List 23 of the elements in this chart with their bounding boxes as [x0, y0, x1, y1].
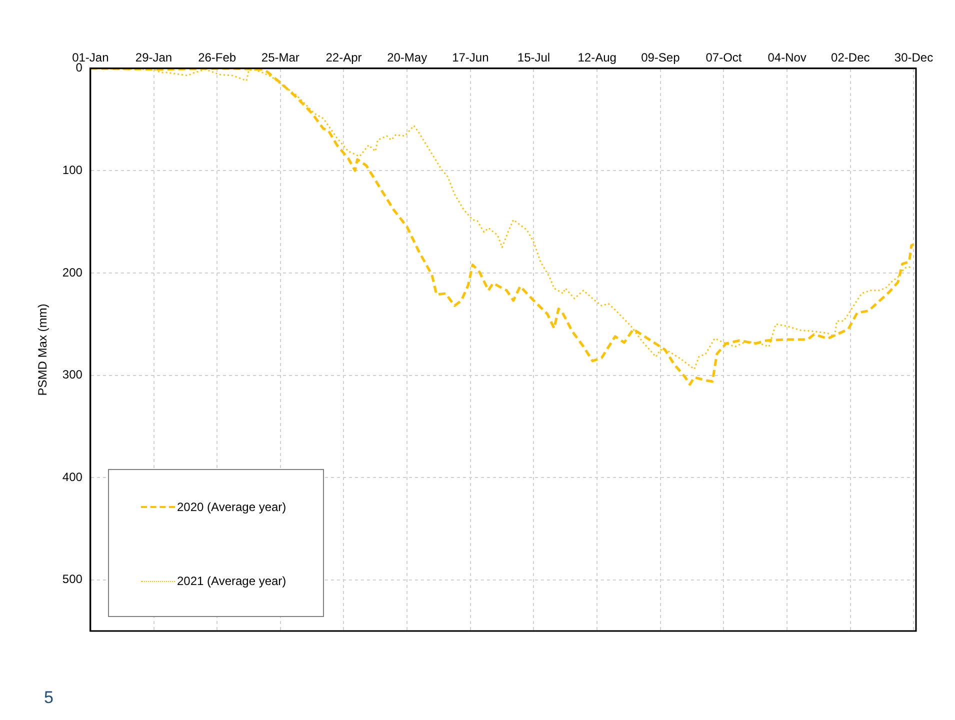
x-tick-label: 07-Oct — [706, 50, 742, 65]
y-tick-label: 300 — [62, 368, 83, 382]
x-tick-label: 20-May — [387, 50, 428, 65]
legend-label: 2021 (Average year) — [177, 574, 286, 588]
x-tick-label: 30-Dec — [894, 50, 934, 65]
x-tick-label: 22-Apr — [326, 50, 362, 65]
x-tick-label: 09-Sep — [641, 50, 680, 65]
y-axis-title: PSMD Max (mm) — [36, 304, 50, 396]
x-tick-label: 17-Jun — [452, 50, 489, 65]
x-tick-label: 04-Nov — [768, 50, 806, 65]
x-tick-label: 12-Aug — [578, 50, 616, 65]
text: 5 — [44, 688, 54, 708]
y-tick-label: 400 — [62, 470, 83, 484]
legend-label: 2020 (Average year) — [177, 500, 286, 514]
x-tick-label: 02-Dec — [831, 50, 870, 65]
y-tick-label: 200 — [62, 265, 83, 280]
x-tick-label: 29-Jan — [135, 50, 172, 65]
y-tick-label: 500 — [62, 572, 83, 586]
x-tick-label: 25-Mar — [261, 50, 300, 65]
x-tick-label: 26-Feb — [198, 50, 236, 65]
y-tick-label: 0 — [76, 60, 83, 75]
y-tick-label: 100 — [62, 163, 83, 178]
x-tick-label: 15-Jul — [517, 50, 550, 65]
